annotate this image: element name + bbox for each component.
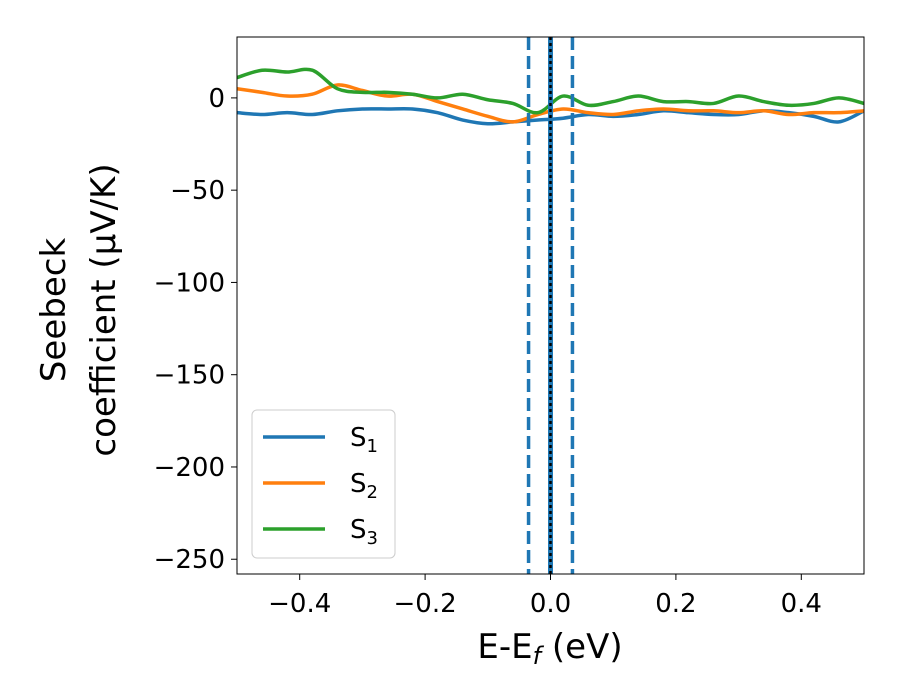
y-axis-title-line1: Seebeck xyxy=(34,238,74,383)
x-tick-label: 0.0 xyxy=(530,589,571,619)
y-tick-label: 0 xyxy=(208,84,225,114)
y-axis-title: Seebeck coefficient (μV/K) xyxy=(34,163,124,456)
legend-label-s3: S3 xyxy=(350,515,378,549)
x-axis-label: E-E xyxy=(477,627,532,667)
x-tick-label: 0.4 xyxy=(781,589,822,619)
y-tick-label: −250 xyxy=(154,545,225,575)
y-axis-title-line2: coefficient (μV/K) xyxy=(84,163,124,456)
x-tick-label: −0.2 xyxy=(394,589,457,619)
y-tick-label: −100 xyxy=(154,268,225,298)
legend-label-s1: S1 xyxy=(350,423,378,457)
legend-label-s2: S2 xyxy=(350,469,378,503)
x-axis-title: E-Ef (eV) xyxy=(477,627,622,670)
legend: S1 S2 S3 xyxy=(251,409,396,559)
x-axis-ticks: −0.4 −0.2 0.0 0.2 0.4 xyxy=(268,574,822,619)
x-tick-label: −0.4 xyxy=(268,589,331,619)
y-tick-label: −150 xyxy=(154,361,225,391)
reference-lines xyxy=(526,37,575,574)
y-axis-ticks: 0 −50 −100 −150 −200 −250 xyxy=(154,84,237,575)
x-tick-label: 0.2 xyxy=(655,589,696,619)
y-tick-label: −50 xyxy=(170,176,225,206)
y-tick-label: −200 xyxy=(154,453,225,483)
x-axis-unit: (eV) xyxy=(541,627,623,667)
